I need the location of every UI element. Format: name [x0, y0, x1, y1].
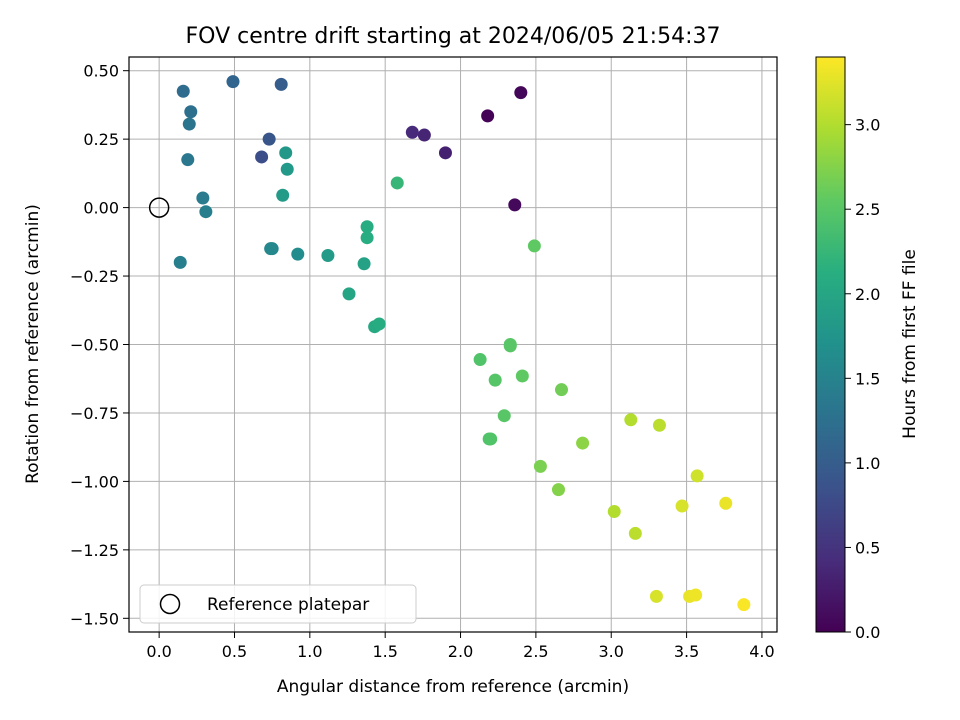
scatter-point	[196, 191, 210, 205]
legend-box	[139, 584, 417, 624]
y-tick-label: −1.00	[70, 472, 119, 491]
scatter-point	[255, 150, 269, 164]
y-tick-label: 0.00	[83, 199, 119, 218]
scatter-point	[280, 162, 294, 176]
scatter-point	[372, 317, 386, 331]
scatter-point	[624, 413, 638, 427]
x-tick-label: 4.0	[749, 642, 774, 661]
scatter-point	[576, 436, 590, 450]
scatter-point	[649, 589, 663, 603]
scatter-point	[551, 483, 565, 497]
y-tick-label: −0.75	[70, 404, 119, 423]
x-axis-ticks: 0.0 0.5 1.0 1.5 2.0 2.5 3.0 3.5 4.0	[146, 632, 775, 661]
scatter-point	[689, 588, 703, 602]
scatter-point	[438, 146, 452, 160]
y-tick-label: −0.25	[70, 267, 119, 286]
scatter-point	[497, 409, 511, 423]
x-tick-label: 0.0	[146, 642, 171, 661]
scatter-point	[533, 459, 547, 473]
scatter-point	[279, 146, 293, 160]
scatter-point	[405, 125, 419, 139]
scatter-point	[321, 249, 335, 263]
scatter-point	[357, 257, 371, 271]
scatter-point	[527, 239, 541, 253]
y-tick-label: 0.50	[83, 62, 119, 81]
x-tick-label: 2.5	[523, 642, 548, 661]
colorbar: 0.0 0.5 1.0 1.5 2.0 2.5 3.0 Hours from first F…	[815, 56, 920, 642]
colorbar-tick-label: 1.5	[855, 369, 880, 388]
scatter-point	[173, 255, 187, 269]
colorbar-label: Hours from first FF file	[900, 249, 920, 439]
colorbar-ticks: 0.0 0.5 1.0 1.5 2.0 2.5 3.0	[845, 116, 880, 642]
scatter-point	[199, 205, 213, 219]
scatter-point	[184, 105, 198, 119]
scatter-point	[555, 383, 569, 397]
legend-entry-reference-platepar: Reference platepar	[207, 595, 369, 615]
reference-point-marker	[148, 197, 170, 218]
y-tick-label: −1.50	[70, 609, 119, 628]
scatter-point	[508, 198, 522, 212]
scatter-point	[417, 128, 431, 142]
scatter-point	[628, 526, 642, 540]
scatter-point	[481, 109, 495, 123]
y-axis-label: Rotation from reference (arcmin)	[23, 204, 43, 484]
scatter-point	[690, 469, 704, 483]
scatter-point	[473, 353, 487, 367]
y-axis-ticks: 0.50 0.25 0.00 −0.25 −0.50 −0.75 −1.00 −1.25 −1.…	[70, 62, 129, 628]
grid	[129, 57, 777, 632]
scatter-point	[181, 153, 195, 167]
legend-marker-circle	[159, 593, 181, 615]
scatter-point	[264, 242, 278, 256]
colorbar-tick-label: 0.5	[855, 538, 880, 557]
x-axis-label: Angular distance from reference (arcmin)	[277, 677, 629, 697]
x-tick-label: 3.5	[674, 642, 699, 661]
x-tick-label: 1.5	[372, 642, 397, 661]
scatter-point	[176, 84, 190, 98]
x-tick-label: 0.5	[222, 642, 247, 661]
colorbar-tick-label: 3.0	[855, 116, 880, 135]
colorbar-tick-label: 2.5	[855, 200, 880, 219]
scatter-point	[607, 505, 621, 519]
y-tick-label: −0.50	[70, 336, 119, 355]
y-tick-label: −1.25	[70, 541, 119, 560]
scatter-point	[652, 418, 666, 432]
scatter-point	[488, 373, 502, 387]
scatter-point	[482, 432, 496, 446]
scatter-point	[274, 77, 288, 91]
scatter-point	[675, 499, 689, 513]
scatter-point	[503, 339, 517, 353]
scatter-point	[390, 176, 404, 190]
scatter-point	[291, 247, 305, 261]
chart-title: FOV centre drift starting at 2024/06/05 …	[186, 24, 721, 49]
scatter-point	[514, 86, 528, 100]
colorbar-tick-label: 2.0	[855, 285, 880, 304]
scatter-point	[737, 598, 751, 612]
y-tick-label: 0.25	[83, 130, 119, 149]
scatter-point	[262, 132, 276, 146]
scatter-point	[182, 117, 196, 131]
scatter-point	[342, 287, 356, 301]
x-tick-label: 1.0	[297, 642, 322, 661]
scatter-point	[226, 75, 240, 89]
scatter-points	[148, 75, 751, 612]
x-tick-label: 3.0	[599, 642, 624, 661]
scatter-point	[276, 188, 290, 202]
colorbar-gradient	[815, 56, 846, 633]
colorbar-tick-label: 1.0	[855, 454, 880, 473]
legend: Reference platepar	[139, 584, 417, 624]
x-tick-label: 2.0	[448, 642, 473, 661]
scatter-point	[360, 231, 374, 245]
scatter-point	[719, 496, 733, 510]
scatter-point	[360, 220, 374, 234]
scatter-point	[515, 369, 529, 383]
colorbar-tick-label: 0.0	[855, 623, 880, 642]
